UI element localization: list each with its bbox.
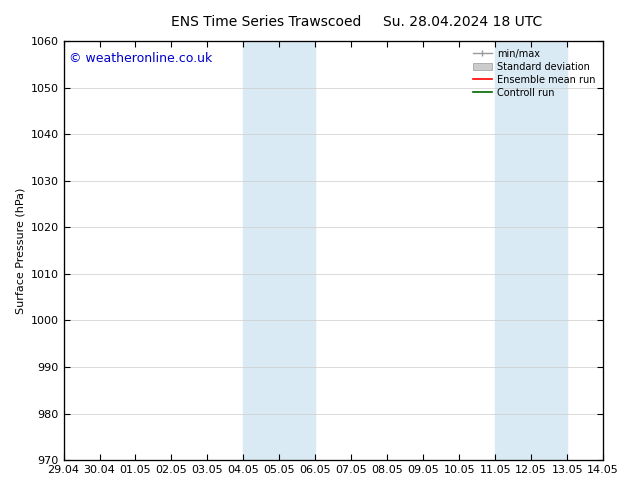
- Text: ENS Time Series Trawscoed: ENS Time Series Trawscoed: [171, 15, 361, 29]
- Legend: min/max, Standard deviation, Ensemble mean run, Controll run: min/max, Standard deviation, Ensemble me…: [470, 46, 598, 100]
- Text: Su. 28.04.2024 18 UTC: Su. 28.04.2024 18 UTC: [383, 15, 543, 29]
- Bar: [495, 41, 567, 460]
- Bar: [243, 41, 315, 460]
- Text: © weatheronline.co.uk: © weatheronline.co.uk: [69, 51, 212, 65]
- Y-axis label: Surface Pressure (hPa): Surface Pressure (hPa): [15, 187, 25, 314]
